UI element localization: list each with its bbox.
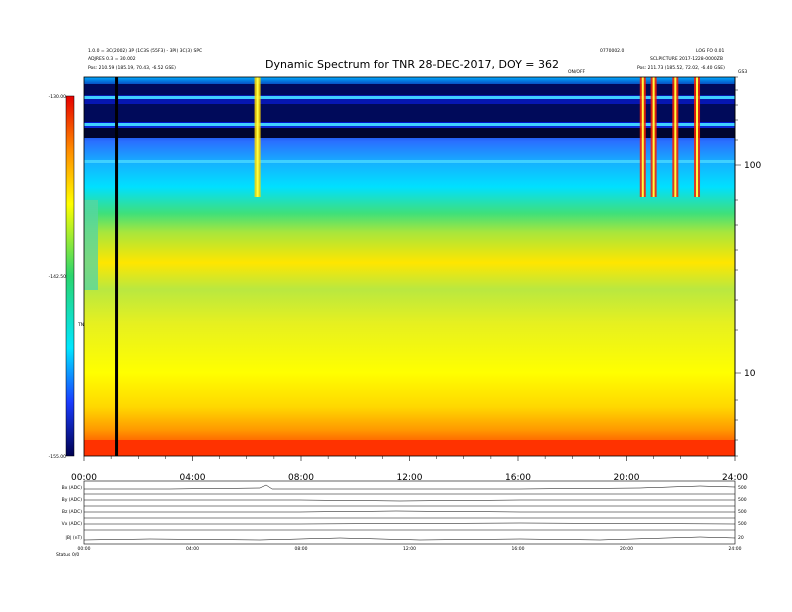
upper-cyan-line-1: [84, 96, 735, 99]
colorbar-tick-top: -130.00: [49, 94, 67, 100]
upper-dark-band-3: [84, 128, 735, 138]
low-red-band: [84, 440, 735, 456]
burst-core-1: [256, 77, 259, 197]
time-label-2: 08:00: [288, 473, 314, 483]
stack-right-by: 500: [738, 497, 747, 503]
stack-label-b-total: |B| (nT): [65, 535, 82, 541]
header-left-line-2: ADJRES 0.3 = 30.002: [88, 56, 136, 62]
trace-b-total: [83, 536, 736, 541]
upper-dark-band-2: [84, 104, 735, 122]
trace-bx: [84, 484, 736, 490]
header-right-line-2: LOG FO 0.01: [696, 48, 725, 54]
colorbar-label: TNR: [77, 322, 87, 328]
time-label-3: 12:00: [397, 473, 423, 483]
burst-core-3: [652, 77, 655, 197]
header-center-label: ON/OFF: [568, 69, 586, 75]
burst-group: [254, 77, 701, 197]
stack-right-bz: 500: [738, 509, 747, 515]
upper-dark-band-1: [84, 84, 735, 95]
stack-time-label-0: 00:00: [78, 546, 91, 552]
stacked-panels: Bx (ADC) By (ADC) Bz (ADC) Vx (ADC) |B| …: [56, 480, 747, 558]
stack-time-label-2: 08:00: [295, 546, 308, 552]
colorbar-tick-bottom: -155.00: [49, 454, 67, 460]
colorbar-tick-mid: -142.50: [49, 274, 67, 280]
burst-core-2: [641, 77, 644, 197]
stack-right-vx: 500: [738, 521, 747, 527]
time-label-4: 16:00: [505, 473, 531, 483]
stack-right-b-total: 20: [738, 535, 744, 541]
header-left-line-3: Pos: 210.59 (185.19, 70.43, -6.52 GSE): [88, 65, 176, 71]
colorbar: [65, 95, 75, 457]
status-label: Status: [56, 552, 71, 558]
stack-time-label-3: 12:00: [403, 546, 416, 552]
stack-frame: [83, 480, 736, 545]
stack-time-labels: 00:00 04:00 08:00 12:00 16:00 20:00 24:00: [78, 546, 742, 552]
header-right-line-3: SCLPICTURE 2017-1228-0000ZB: [650, 56, 723, 62]
status-value: 0/0: [72, 552, 79, 558]
right-axis-ticks: [735, 76, 741, 457]
time-label-5: 20:00: [614, 473, 640, 483]
chart-title: Dynamic Spectrum for TNR 28-DEC-2017, DO…: [265, 58, 559, 71]
stack-time-label-5: 20:00: [620, 546, 633, 552]
stack-right-bx: 500: [738, 485, 747, 491]
trace-bz: [84, 510, 735, 513]
upper-cyan-line-3: [84, 160, 735, 163]
time-label-6: 24:00: [722, 473, 748, 483]
upper-cyan-line-2: [84, 123, 735, 126]
time-axis-ticks: [83, 456, 736, 461]
stack-time-label-1: 04:00: [186, 546, 199, 552]
stack-label-bz: Bz (ADC): [62, 509, 82, 515]
time-axis-labels: 00:00 04:00 08:00 12:00 16:00 20:00 24:00: [71, 473, 748, 483]
trace-vx: [84, 522, 736, 525]
header-right-line-1: 0770002.0: [600, 48, 624, 54]
burst-core-5: [696, 77, 699, 197]
stack-label-by: By (ADC): [62, 497, 83, 503]
stack-time-label-6: 24:00: [729, 546, 742, 552]
header-right-line-4: Pos: 211.73 (185.52, 72.02, -6.40 GSE): [637, 65, 725, 71]
spectrogram: [83, 76, 736, 457]
stack-time-label-4: 16:00: [512, 546, 525, 552]
stack-label-bx: Bx (ADC): [62, 485, 83, 491]
corner-label: GS3: [738, 69, 747, 75]
time-label-0: 00:00: [71, 473, 97, 483]
header-left-line-1: 1.0.0 = 3C(2002) 3P (1C3S (55F3) - 3PI) …: [88, 48, 202, 54]
trace-by: [84, 499, 735, 502]
spectrum-background: [84, 77, 735, 456]
burst-core-4: [674, 77, 677, 197]
early-transition-patch: [84, 200, 98, 290]
right-axis-label-100: 100: [744, 161, 761, 171]
stack-label-vx: Vx (ADC): [62, 521, 83, 527]
time-label-1: 04:00: [180, 473, 206, 483]
right-axis-label-10: 10: [744, 369, 756, 379]
